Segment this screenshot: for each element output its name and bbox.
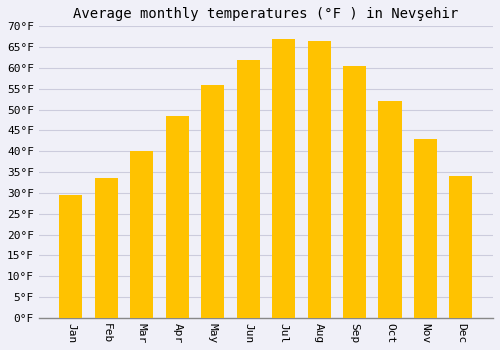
Bar	[414, 139, 437, 210]
Bar	[343, 66, 366, 318]
Bar	[130, 151, 154, 218]
Bar	[95, 178, 118, 318]
Bar	[343, 66, 366, 167]
Bar	[378, 101, 402, 188]
Bar	[60, 195, 82, 318]
Bar	[166, 116, 189, 318]
Bar	[130, 151, 154, 318]
Bar	[60, 195, 82, 244]
Bar	[201, 85, 224, 178]
Bar	[378, 101, 402, 318]
Bar	[166, 116, 189, 197]
Bar	[308, 41, 330, 318]
Title: Average monthly temperatures (°F ) in Nevşehir: Average monthly temperatures (°F ) in Ne…	[74, 7, 458, 21]
Bar	[450, 176, 472, 318]
Bar	[236, 60, 260, 163]
Bar	[450, 176, 472, 233]
Bar	[414, 139, 437, 318]
Bar	[236, 60, 260, 318]
Bar	[272, 39, 295, 318]
Bar	[308, 41, 330, 152]
Bar	[201, 85, 224, 318]
Bar	[95, 178, 118, 234]
Bar	[272, 39, 295, 150]
